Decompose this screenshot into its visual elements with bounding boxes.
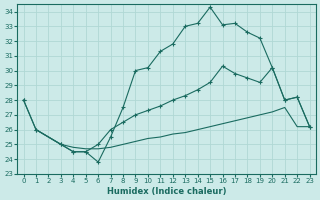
X-axis label: Humidex (Indice chaleur): Humidex (Indice chaleur) bbox=[107, 187, 226, 196]
